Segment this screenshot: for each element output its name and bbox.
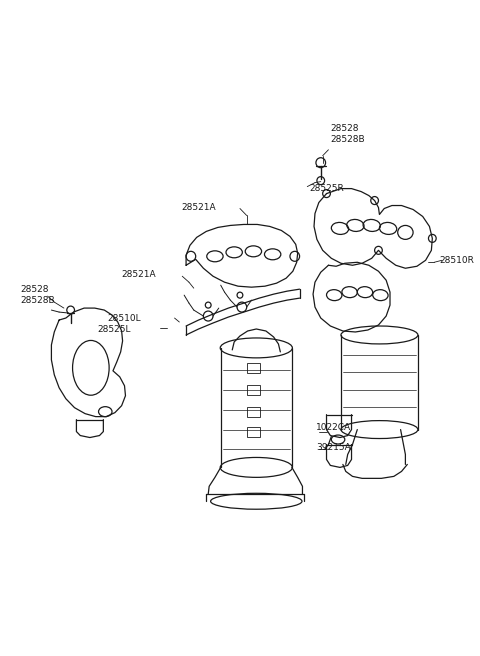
Text: 28528
28528B: 28528 28528B [330, 125, 365, 144]
Text: 28510R: 28510R [439, 256, 474, 265]
Text: 1022CA: 1022CA [316, 423, 351, 432]
Text: 28521A: 28521A [181, 203, 216, 212]
Text: 39215A: 39215A [316, 443, 351, 452]
Text: 28528
28528B: 28528 28528B [21, 285, 55, 305]
Text: 28521A: 28521A [121, 270, 156, 279]
Text: 28525R: 28525R [309, 184, 344, 193]
Text: 28525L: 28525L [97, 325, 131, 335]
Text: 28510L: 28510L [107, 314, 141, 323]
